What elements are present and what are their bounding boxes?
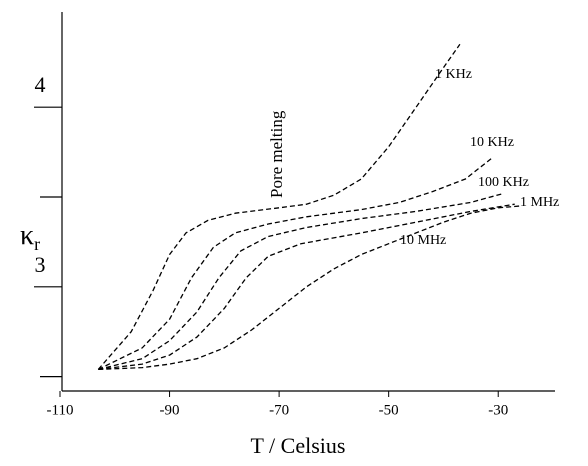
series-label: 10 KHz	[470, 135, 514, 150]
series-label: 100 KHz	[478, 175, 529, 190]
series-label: 1 KHz	[435, 67, 472, 82]
x-axis-label: T / Celsius	[251, 433, 346, 458]
annotation: Pore melting	[267, 110, 286, 198]
y-axis-label: κr	[20, 220, 40, 254]
x-tick-label: -30	[488, 402, 508, 418]
series-label: 1 MHz	[520, 195, 559, 210]
series-line	[98, 156, 494, 370]
x-tick-label: -50	[379, 402, 399, 418]
x-tick-label: -90	[160, 402, 180, 418]
series-line	[98, 203, 515, 371]
series-line	[98, 205, 521, 371]
y-tick-label: 3	[35, 252, 46, 277]
y-label-main: κ	[20, 220, 34, 251]
series-line	[98, 192, 504, 371]
series-label: 10 MHz	[400, 233, 446, 248]
x-tick-label: -110	[47, 402, 74, 418]
x-tick-label: -70	[269, 402, 289, 418]
y-label-sub: r	[34, 234, 40, 254]
y-tick-label: 4	[35, 72, 46, 97]
series-line	[97, 43, 461, 370]
